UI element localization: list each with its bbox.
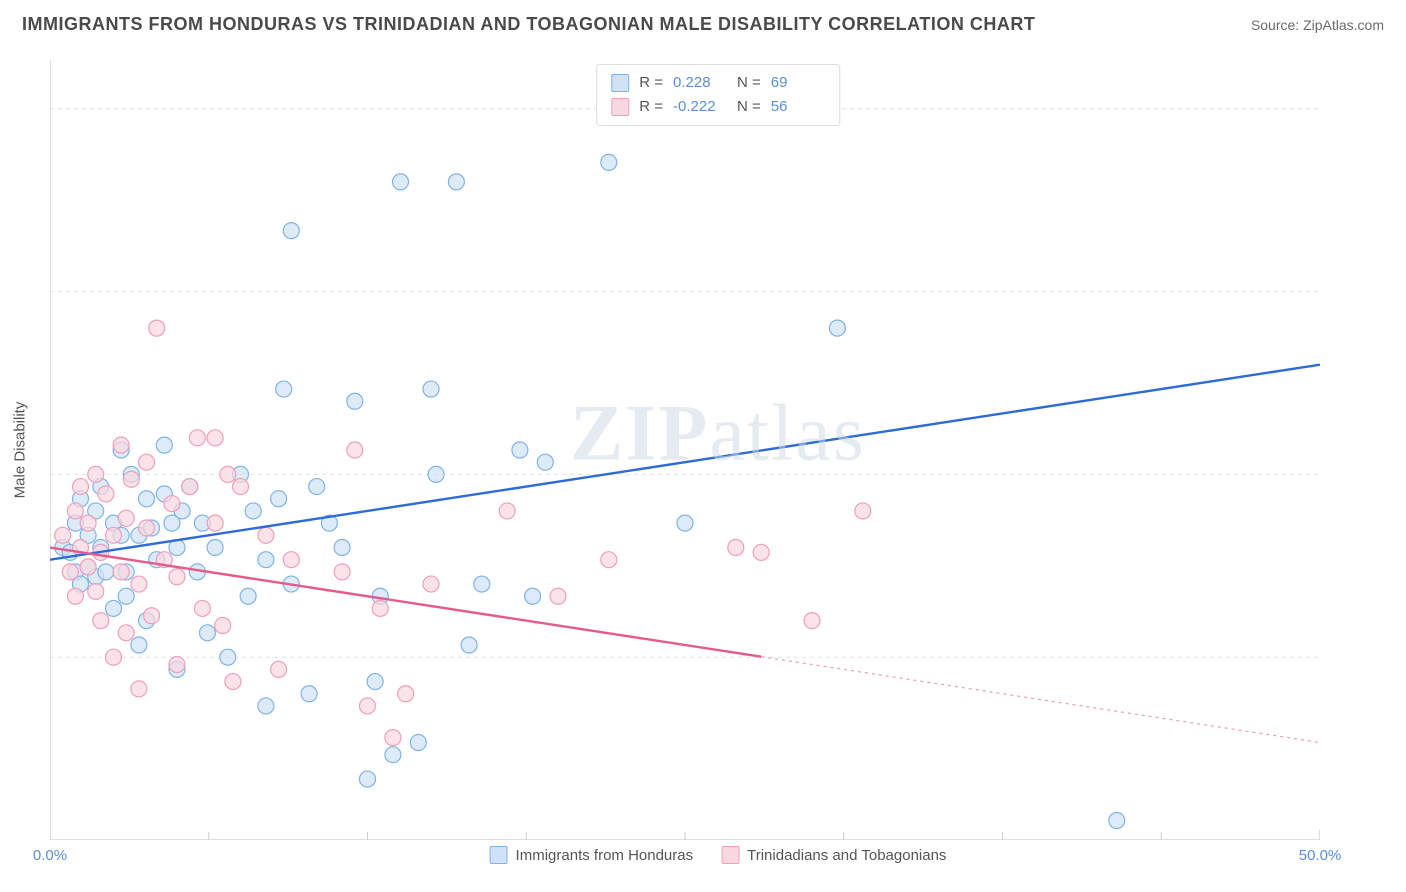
chart-title: IMMIGRANTS FROM HONDURAS VS TRINIDADIAN … <box>22 14 1035 35</box>
x-tick-label: 50.0% <box>1299 847 1342 864</box>
legend-swatch <box>611 98 629 116</box>
legend-row: R = 0.228 N = 69 <box>611 71 825 95</box>
legend-swatch <box>490 846 508 864</box>
legend-label: Trinidadians and Tobagonians <box>747 847 946 864</box>
y-axis-label: Male Disability <box>12 402 29 499</box>
scatter-chart-svg <box>50 60 1320 840</box>
n-value: 69 <box>771 71 825 95</box>
n-label: N = <box>737 95 761 119</box>
r-value: 0.228 <box>673 71 727 95</box>
r-label: R = <box>639 71 663 95</box>
n-value: 56 <box>771 95 825 119</box>
legend-item: Trinidadians and Tobagonians <box>721 846 946 864</box>
r-value: -0.222 <box>673 95 727 119</box>
legend-label: Immigrants from Honduras <box>516 847 694 864</box>
series-legend: Immigrants from Honduras Trinidadians an… <box>490 846 947 864</box>
plot-area: Male Disability ZIPatlas R = 0.228 N = 6… <box>50 60 1386 840</box>
legend-row: R = -0.222 N = 56 <box>611 95 825 119</box>
header: IMMIGRANTS FROM HONDURAS VS TRINIDADIAN … <box>0 0 1406 41</box>
legend-item: Immigrants from Honduras <box>490 846 694 864</box>
x-tick-label: 0.0% <box>33 847 67 864</box>
n-label: N = <box>737 71 761 95</box>
legend-swatch <box>721 846 739 864</box>
r-label: R = <box>639 95 663 119</box>
legend-swatch <box>611 74 629 92</box>
source-attribution: Source: ZipAtlas.com <box>1251 17 1384 33</box>
correlation-legend: R = 0.228 N = 69 R = -0.222 N = 56 <box>596 64 840 126</box>
